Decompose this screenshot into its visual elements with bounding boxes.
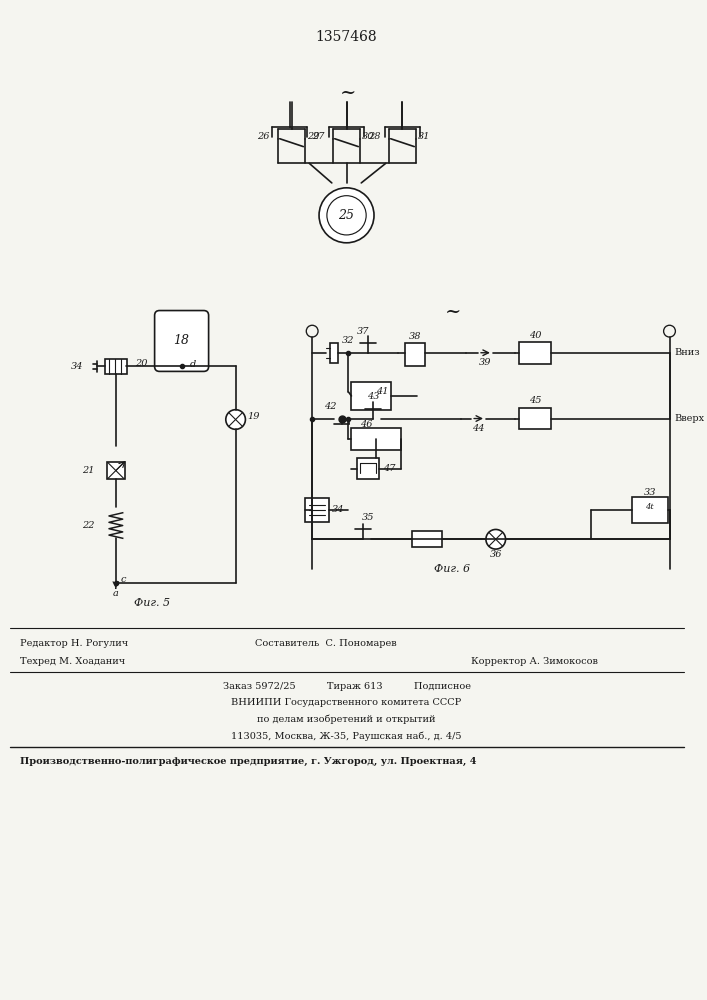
Circle shape [226,410,245,429]
Text: 33: 33 [643,488,656,497]
Text: d: d [189,360,196,369]
Text: 41: 41 [376,387,388,396]
Bar [107,462,124,479]
Text: 34: 34 [71,362,83,371]
Bar [357,458,379,479]
Bar [520,342,551,364]
Text: ~: ~ [340,84,356,102]
Text: 47: 47 [383,464,395,473]
Bar [330,343,338,363]
Text: ~: ~ [445,303,462,321]
Text: 38: 38 [409,332,421,341]
Bar [351,428,401,450]
Text: c: c [121,575,127,584]
Text: 32: 32 [341,336,354,345]
Bar [405,343,425,366]
Bar [351,382,391,410]
Text: по делам изобретений и открытий: по делам изобретений и открытий [257,715,436,724]
Text: 34: 34 [332,505,344,514]
Text: 27: 27 [312,132,325,141]
Text: 42: 42 [325,402,337,411]
Text: 35: 35 [362,513,375,522]
Text: 45: 45 [529,396,542,405]
Circle shape [486,529,506,549]
Text: 25: 25 [339,209,354,222]
Text: 113035, Москва, Ж-35, Раушская наб., д. 4/5: 113035, Москва, Ж-35, Раушская наб., д. … [231,732,462,741]
Text: Фиг. 6: Фиг. 6 [433,564,469,574]
Text: 21: 21 [82,466,94,475]
Text: Производственно-полиграфическое предприятие, г. Ужгород, ул. Проектная, 4: Производственно-полиграфическое предприя… [20,757,476,766]
Text: Заказ 5972/25          Тираж 613          Подписное: Заказ 5972/25 Тираж 613 Подписное [223,682,471,691]
Text: 30: 30 [362,132,375,141]
Text: 46: 46 [360,420,373,429]
Bar [412,531,442,547]
Text: 44: 44 [472,424,484,433]
Text: 28: 28 [368,132,381,141]
Text: Фиг. 5: Фиг. 5 [134,598,170,608]
Text: Корректор А. Зимокосов: Корректор А. Зимокосов [471,657,598,666]
Text: 39: 39 [479,358,491,367]
Text: 36: 36 [489,550,502,559]
Bar [105,359,127,374]
Text: 20: 20 [136,359,148,368]
Text: 43: 43 [367,392,379,401]
Text: 40: 40 [529,331,542,340]
Bar [632,497,667,523]
Text: Вверх: Вверх [674,414,705,423]
Text: ВНИИПИ Государственного комитета СССР: ВНИИПИ Государственного комитета СССР [231,698,462,707]
Text: Редактор Н. Рогулич: Редактор Н. Рогулич [20,639,128,648]
Text: 4t: 4t [645,503,654,511]
Text: 22: 22 [82,521,94,530]
Text: Вниз: Вниз [674,348,700,357]
FancyBboxPatch shape [155,311,209,371]
Text: 37: 37 [357,327,370,336]
Text: Составитель  С. Пономарев: Составитель С. Пономарев [255,639,397,648]
Text: 19: 19 [247,412,260,421]
Text: a: a [113,589,119,598]
Text: Техред М. Хоаданич: Техред М. Хоаданич [20,657,124,666]
Text: 1357468: 1357468 [316,30,378,44]
Text: 18: 18 [174,334,189,347]
Circle shape [319,188,374,243]
Bar [520,408,551,429]
Text: 26: 26 [257,132,270,141]
Text: 31: 31 [419,132,431,141]
Bar [305,498,329,522]
Text: 29: 29 [308,132,320,141]
